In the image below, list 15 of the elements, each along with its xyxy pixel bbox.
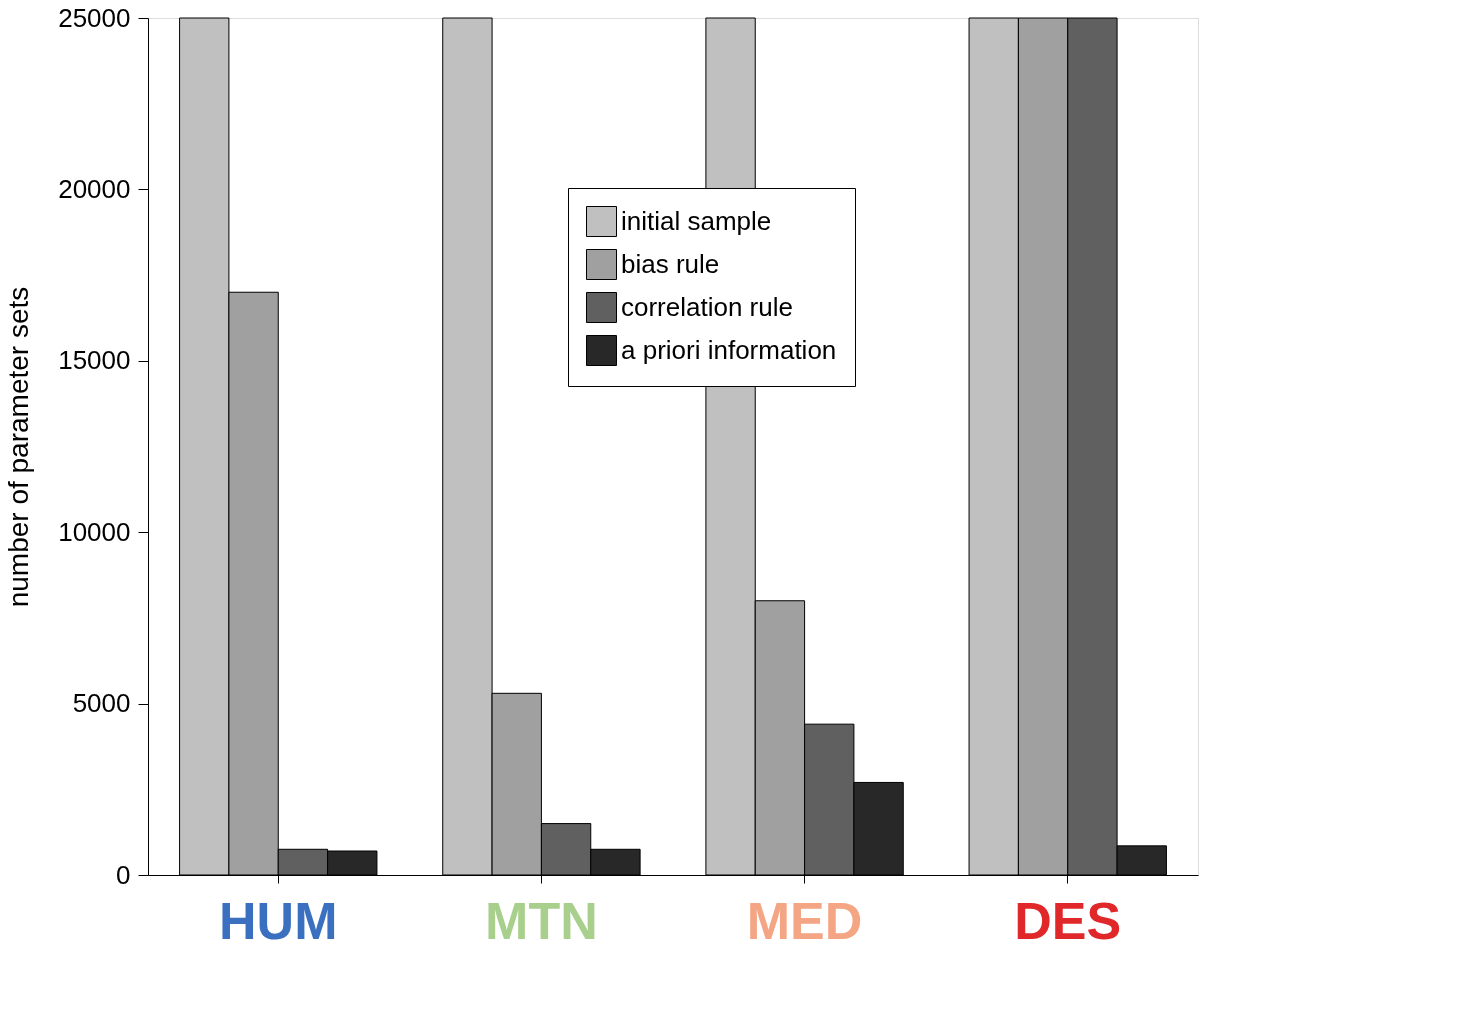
legend-label: correlation rule xyxy=(621,291,793,322)
y-tick-label: 0 xyxy=(116,859,131,890)
legend-label: initial sample xyxy=(621,205,772,236)
x-tick-label: HUM xyxy=(219,891,338,950)
y-tick-label: 25000 xyxy=(58,2,131,33)
legend-label: bias rule xyxy=(621,248,720,279)
y-tick-label: 5000 xyxy=(72,688,131,719)
x-tick-label: DES xyxy=(1014,891,1122,950)
y-axis-title: number of parameter sets xyxy=(3,286,35,608)
legend-label: a priori information xyxy=(621,334,837,365)
y-tick-label: 20000 xyxy=(58,173,131,204)
x-tick-label: MTN xyxy=(485,891,598,950)
y-tick-label: 15000 xyxy=(58,345,131,376)
y-tick-label: 10000 xyxy=(58,516,131,547)
x-tick-label: MED xyxy=(746,891,863,950)
